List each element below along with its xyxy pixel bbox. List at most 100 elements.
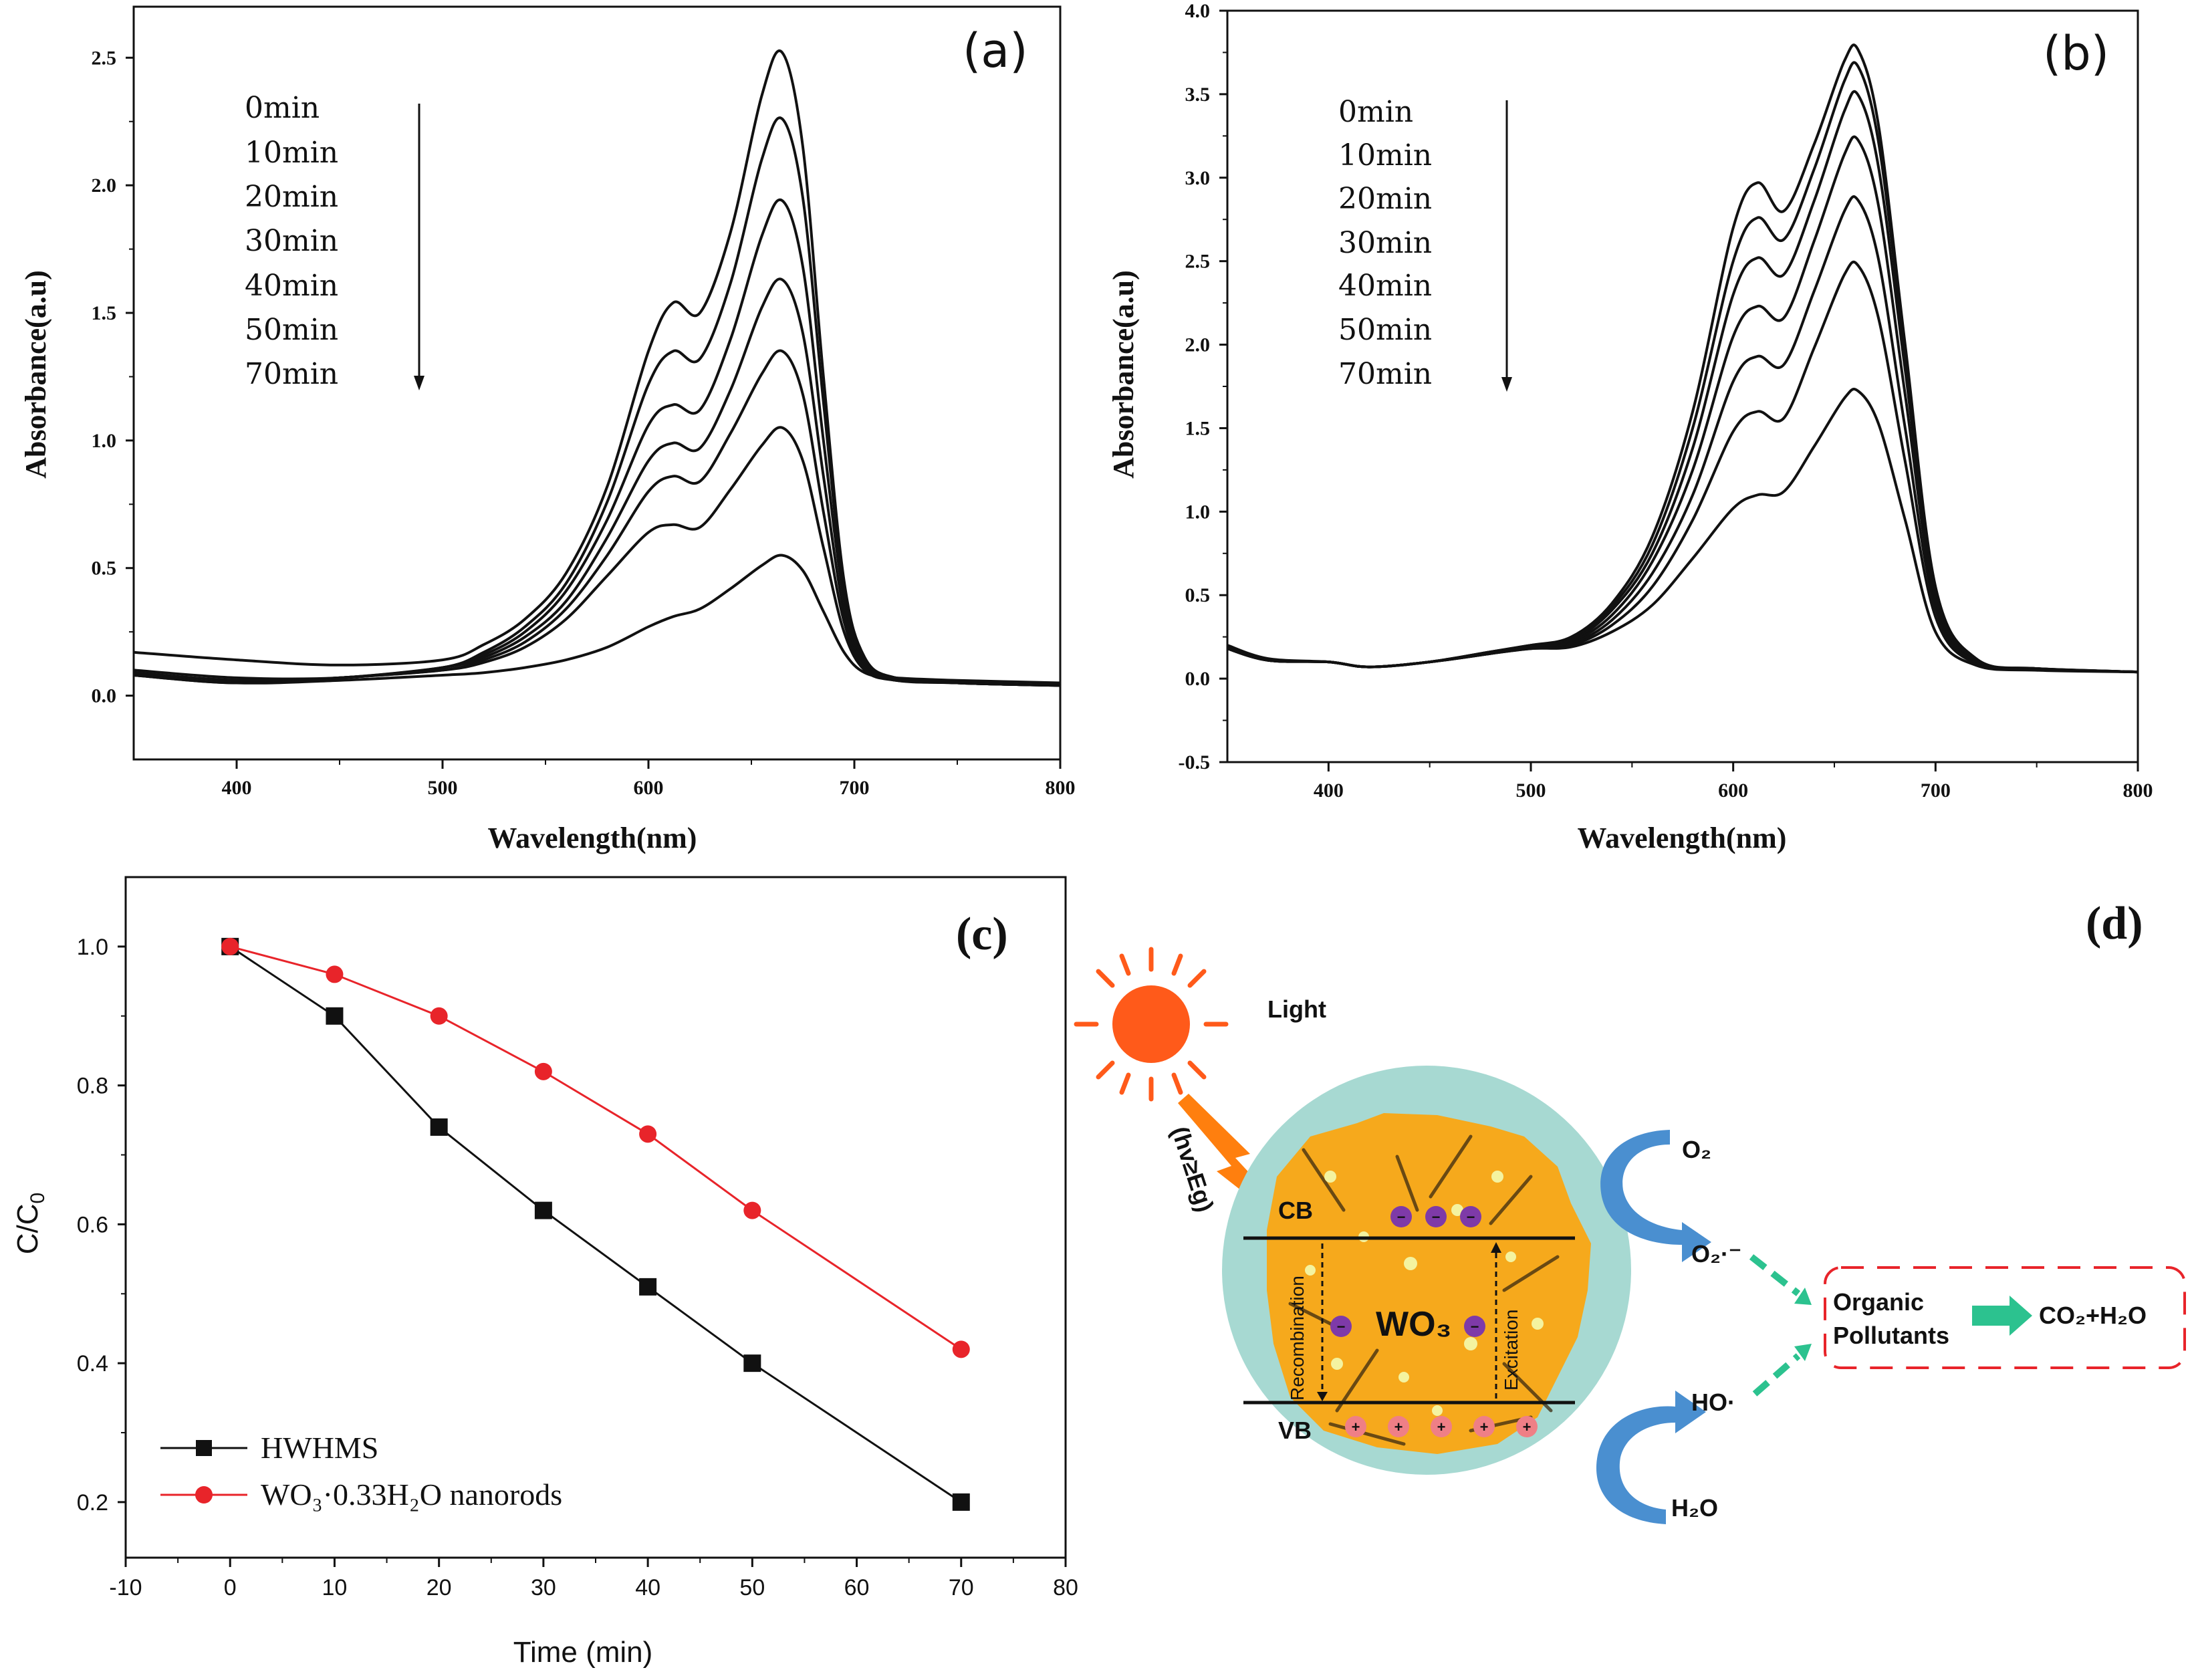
electron-2 [1425, 1206, 1447, 1227]
panel-c-y-axis-label-text: C/C0 [11, 1193, 49, 1254]
material-label: WO₃ [1376, 1305, 1452, 1344]
panel-a-x-tick-label-700: 700 [840, 777, 870, 799]
electron-3 [1460, 1206, 1481, 1227]
oxygen-label: O₂ [1682, 1136, 1711, 1163]
panel-a-y-tick-label-2.0: 2.0 [92, 174, 117, 197]
particle-texture [1288, 1134, 1560, 1446]
panel-b-y-tick-label-0.0: 0.0 [1185, 668, 1211, 690]
panel-b-x-tick-label-500: 500 [1516, 779, 1546, 802]
panel-b-y-tick-label-3.0: 3.0 [1185, 167, 1211, 189]
panel-c-x-axis-label: Time (min) [513, 1636, 653, 1669]
panel-b-y-tick-label-0.5: 0.5 [1185, 584, 1211, 606]
panel-a-y-tick-label-1.0: 1.0 [92, 430, 117, 452]
panel-a-absorbance-chart: 400 500 600 700 800 0.0 0.5 1.0 1.5 2.0 2.5 [92, 5, 1076, 799]
panel-b-y-axis-label: Absorbance(a.u) [1107, 270, 1140, 479]
panel-a-legend-30min: 30min [245, 224, 338, 258]
panel-c-point-nanorods-t30 [534, 1062, 552, 1080]
panel-d-mechanism-diagram: (d) Light (hv≥Eg) [1074, 898, 2186, 1524]
panel-a-legend: 0min 10min 20min 30min 40min 50min 70min [245, 91, 424, 391]
oxygen-reduction-arrow [1600, 1130, 1711, 1262]
electron-5-sign: − [1471, 1318, 1479, 1335]
particle-speckles [1305, 1171, 1544, 1416]
panel-c-point-nanorods-t10 [326, 965, 344, 983]
panel-c-point-hwhms-t10 [326, 1007, 344, 1025]
panel-c-y-tick-label-0.2: 0.2 [77, 1490, 108, 1516]
electrons: − − − − − [1330, 1206, 1485, 1337]
panel-b-y-tick-label--0.5: -0.5 [1179, 751, 1211, 773]
panel-b-x-tick-label-700: 700 [1921, 779, 1951, 802]
panel-a-x-tick-label-600: 600 [634, 777, 664, 799]
excitation-arrowhead [1491, 1242, 1501, 1253]
conduction-band-label: CB [1278, 1197, 1313, 1224]
hole-1-sign: + [1352, 1419, 1360, 1435]
superoxide-label: O₂·⁻ [1691, 1240, 1741, 1268]
hole-4 [1473, 1416, 1495, 1437]
hole-3-sign: + [1437, 1419, 1446, 1435]
panel-a-x-axis-label: Wavelength(nm) [488, 822, 697, 854]
panel-a-legend-arrowhead [414, 376, 424, 390]
recombination-arrowhead [1317, 1392, 1328, 1401]
pollutant-label-line2: Pollutants [1833, 1322, 1949, 1349]
panel-a-y-tick-label-0.0: 0.0 [92, 685, 117, 707]
valence-band-label: VB [1278, 1417, 1312, 1444]
panel-c-x-tick-label-20: 20 [427, 1575, 452, 1600]
electron-2-sign: − [1432, 1209, 1441, 1225]
panel-c-point-hwhms-t20 [430, 1118, 448, 1136]
panel-b-x-tick-label-600: 600 [1718, 779, 1748, 802]
panel-c-label: (c) [956, 909, 1008, 960]
panel-b-y-tick-label-2.5: 2.5 [1185, 251, 1211, 273]
electron-1-sign: − [1397, 1209, 1406, 1225]
electron-3-sign: − [1467, 1209, 1475, 1225]
panel-a-series-70min [133, 554, 1061, 685]
panel-a-y-tick-label-1.5: 1.5 [92, 302, 117, 324]
hole-2 [1388, 1416, 1409, 1437]
panel-c-y-tick-label-0.4: 0.4 [77, 1351, 108, 1376]
panel-c-series-line-1 [229, 945, 962, 1350]
panel-b-series-70min [1227, 388, 2139, 674]
panel-b-y-tick-label-4.0: 4.0 [1185, 0, 1211, 22]
panel-b-legend-50min: 50min [1338, 313, 1432, 347]
panel-a-x-tick-label-400: 400 [222, 777, 252, 799]
electron-5 [1464, 1316, 1485, 1337]
panel-c-y-axis-label: C/C0 [11, 1193, 49, 1254]
panel-a-x-tick-label-500: 500 [428, 777, 458, 799]
panel-b-y-tick-label-1.0: 1.0 [1185, 501, 1211, 523]
panel-b-series-30min [1227, 135, 2139, 674]
degradation-arrow [1972, 1296, 2032, 1336]
panel-c-x-tick-label-40: 40 [635, 1575, 660, 1600]
products-label: CO₂+H₂O [2039, 1302, 2147, 1329]
panel-c-point-hwhms-t30 [534, 1201, 552, 1219]
panel-b-x-tick-label-400: 400 [1314, 779, 1344, 802]
panel-c-point-nanorods-t50 [743, 1201, 761, 1219]
hole-3 [1431, 1416, 1452, 1437]
panel-b-legend-40min: 40min [1338, 269, 1432, 303]
hydroxyl-to-pollutant-arrow [1752, 1353, 1801, 1397]
panel-c-legend-nanorods-label: WO₃·0.33H₂O nanorods [261, 1477, 562, 1512]
panel-c-y-axis-label-sub: 0 [27, 1193, 49, 1204]
panel-a-series-40min [133, 349, 1061, 687]
panel-c-legend-hwhms-marker [196, 1440, 212, 1456]
panel-b-absorbance-chart: 400 500 600 700 800 -0.5 0.0 0.5 1.0 1.5 2.0 2.5 3.0… [1179, 0, 2153, 802]
recombination-label: Recombination [1287, 1276, 1308, 1401]
panel-b-series-40min [1227, 195, 2139, 674]
panel-b-y-tick-label-1.5: 1.5 [1185, 417, 1211, 439]
panel-b-y-tick-label-3.5: 3.5 [1185, 84, 1211, 106]
panel-a-legend-40min: 40min [245, 269, 338, 303]
radical-to-pollutant-arrows [1749, 1254, 1812, 1397]
holes: + + + + + [1345, 1416, 1538, 1437]
electron-4-sign: − [1337, 1318, 1346, 1335]
panel-b-legend-10min: 10min [1338, 138, 1432, 172]
hole-5 [1516, 1416, 1538, 1437]
panel-d-label: (d) [2086, 898, 2143, 949]
panel-c-x-tick-label-50: 50 [739, 1575, 765, 1600]
panel-a-legend-0min: 0min [245, 91, 320, 125]
light-label: Light [1267, 995, 1326, 1023]
sun-icon [1074, 947, 1229, 1102]
panel-c-x-tick-label-10: 10 [322, 1575, 348, 1600]
panel-b-legend-0min: 0min [1338, 95, 1413, 129]
panel-b-label: (b) [2043, 26, 2109, 81]
hydroxyl-to-pollutant-arrowhead [1794, 1344, 1812, 1361]
panel-b-legend-70min: 70min [1338, 357, 1432, 391]
panel-b-x-tick-label-800: 800 [2123, 779, 2153, 802]
